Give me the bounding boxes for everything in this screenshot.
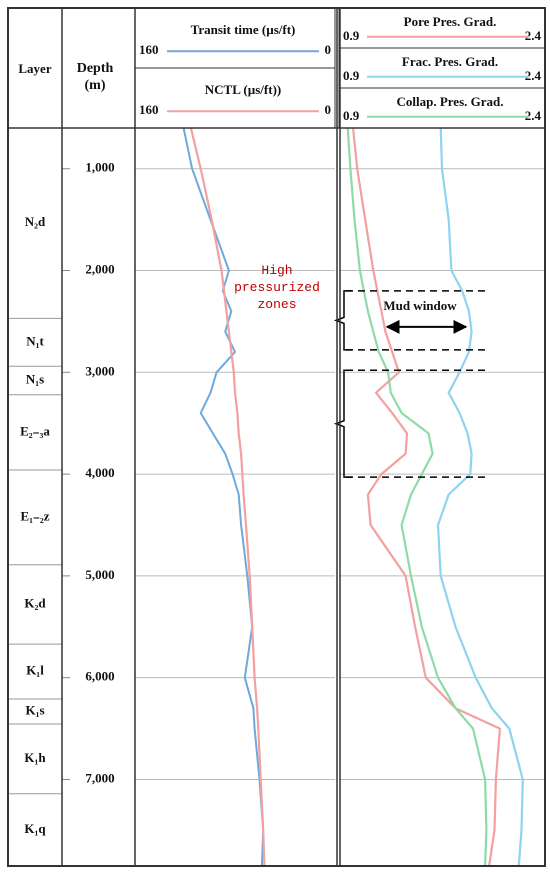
log-curve [436,127,524,867]
scale-label: 0.9 [343,108,360,123]
y-tick-label: 1,000 [85,160,114,175]
y-tick-label: 7,000 [85,770,114,785]
scale-label: 2.4 [525,28,542,43]
layer-label: N₁t [26,333,44,348]
log-curve [352,127,501,867]
scale-label: 160 [139,42,159,57]
log-curve [182,127,265,867]
zone-bracket [333,369,352,478]
scale-label: 2.4 [525,108,542,123]
legend-entry: Collap. Pres. Grad. [396,94,503,109]
log-curve [346,127,488,867]
y-tick-label: 2,000 [85,261,114,276]
annotation: High pressurized zones [234,263,320,312]
layer-label: N₁s [26,371,44,386]
layer-label: K₁h [24,750,46,765]
frame [7,7,546,867]
log-curve [189,127,266,867]
legend-entry: Frac. Pres. Grad. [402,54,498,69]
track-header-box [134,7,336,69]
depth-header: Depth (m) [76,61,114,93]
y-tick-label: 4,000 [85,465,114,480]
scale-label: 160 [139,102,159,117]
y-tick-label: 6,000 [85,669,114,684]
scale-label: 0 [325,42,332,57]
layer-label: K₁q [24,821,46,836]
legend-entry: Transit time (µs/ft) [191,22,296,37]
layer-label: K₂d [24,595,46,610]
zone-bracket [333,290,352,351]
layer-label: K₁s [25,703,44,718]
layer-label: K₁l [26,663,44,678]
scale-label: 2.4 [525,68,542,83]
layer-header: Layer [18,61,51,76]
scale-label: 0.9 [343,28,360,43]
legend-entry: NCTL (µs/ft)) [205,82,281,97]
legend-entry: Pore Pres. Grad. [404,14,497,29]
layer-label: N₂d [25,214,46,229]
scale-label: 0.9 [343,68,360,83]
y-tick-label: 5,000 [85,567,114,582]
window-label: Mud window [383,298,457,313]
track-header-box [134,67,336,129]
scale-label: 0 [325,102,332,117]
layer-label: E₂₋₃a [20,423,50,438]
y-tick-label: 3,000 [85,363,114,378]
layer-label: E₁₋₂z [20,508,49,523]
